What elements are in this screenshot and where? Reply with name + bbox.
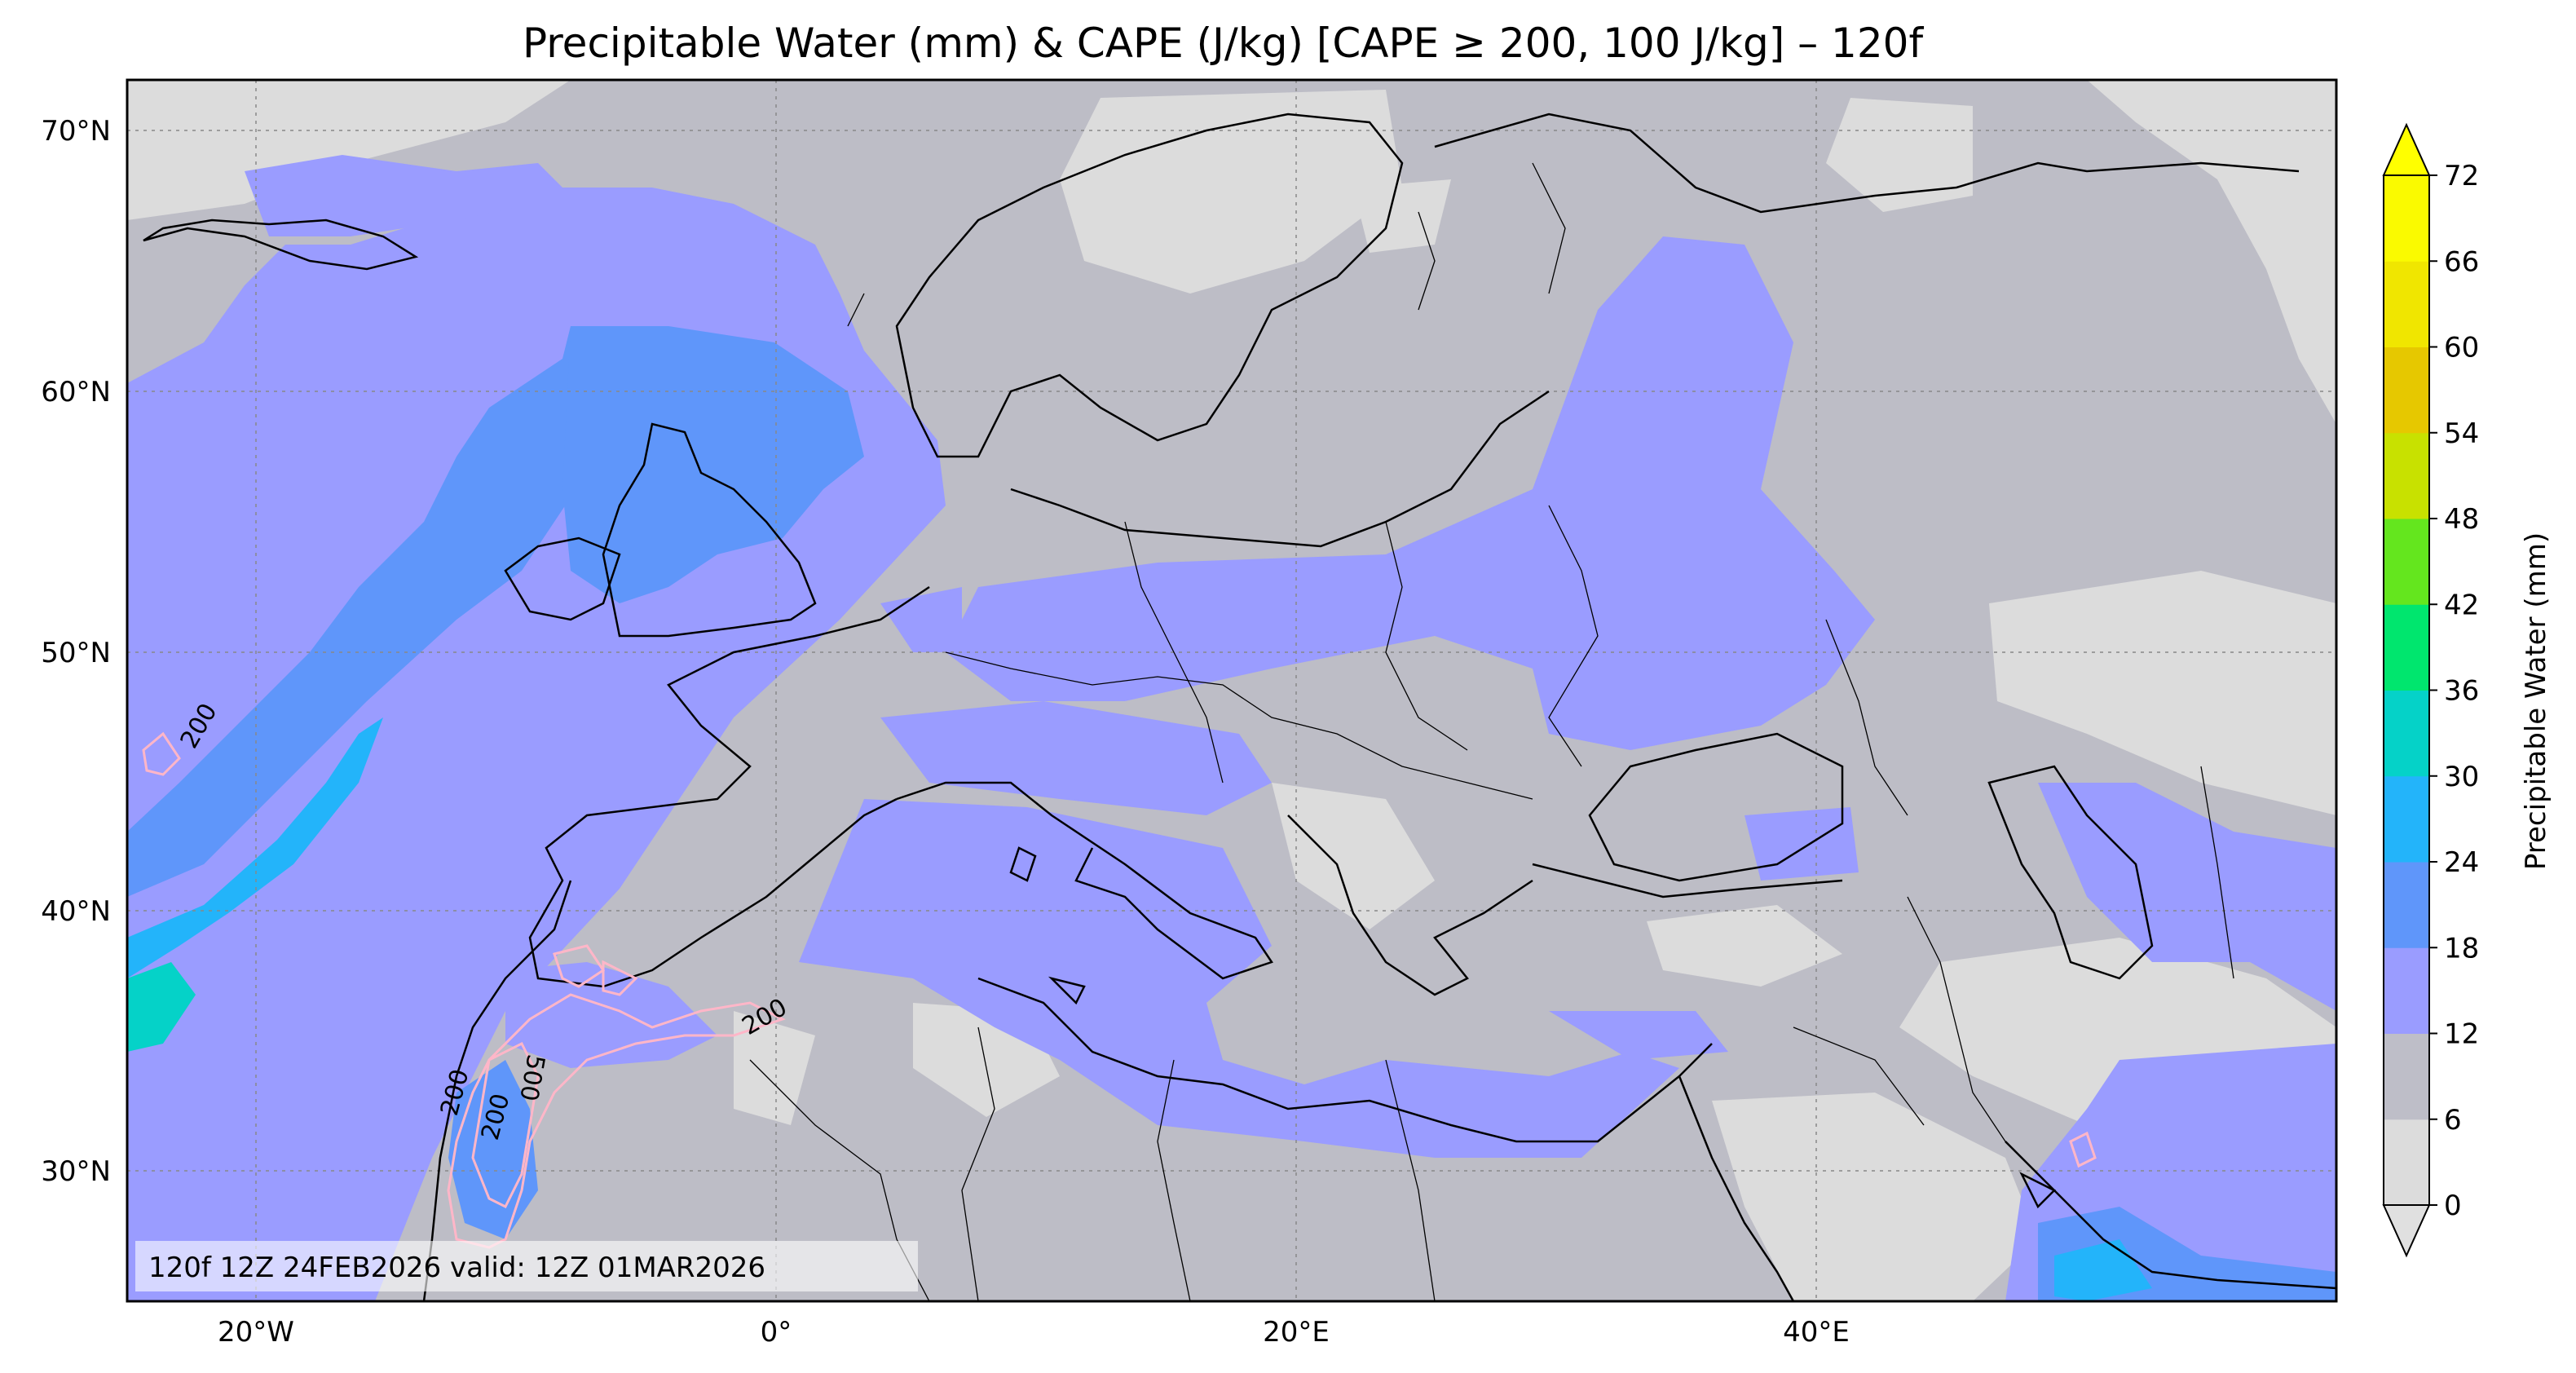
graticule [127, 80, 2336, 1301]
colorbar-extend-min [2382, 1204, 2431, 1258]
colorbar-tick-label: 24 [2444, 846, 2479, 879]
cape-contours [142, 731, 2097, 1249]
colorbar: 0 6 12 18 24 30 36 42 48 54 60 66 72 [2382, 122, 2479, 1258]
colorbar-segment [2384, 432, 2429, 519]
colorbar-segment [2384, 862, 2429, 948]
colorbar-tick-label: 72 [2444, 160, 2479, 192]
colorbar-segment [2384, 690, 2429, 777]
colorbar-tick-label: 6 [2444, 1104, 2462, 1137]
colorbar-tick-label: 30 [2444, 761, 2479, 793]
lat-tick-label: 60°N [41, 376, 111, 408]
colorbar-segment [2384, 347, 2429, 434]
map-title: Precipitable Water (mm) & CAPE (J/kg) [C… [523, 20, 1924, 67]
coastlines [143, 113, 2336, 1301]
lon-tick-label: 0° [761, 1316, 792, 1349]
lon-tick-label: 40°E [1783, 1316, 1850, 1349]
colorbar-tick-label: 12 [2444, 1018, 2479, 1051]
info-box-text: 120f 12Z 24FEB2026 valid: 12Z 01MAR2026 [148, 1252, 765, 1284]
lat-tick-label: 70°N [41, 115, 111, 148]
colorbar-label: Precipitable Water (mm) [2520, 532, 2552, 870]
colorbar-segment [2384, 604, 2429, 691]
colorbar-tick-label: 36 [2444, 675, 2479, 708]
lat-tick-label: 50°N [41, 637, 111, 669]
colorbar-tick-label: 0 [2444, 1190, 2462, 1222]
colorbar-tick-label: 66 [2444, 245, 2479, 278]
colorbar-segment [2384, 1119, 2429, 1206]
colorbar-extend-max [2382, 122, 2431, 176]
map-frame [126, 78, 2338, 1303]
colorbar-tick-label: 48 [2444, 503, 2479, 536]
lon-tick-label: 20°E [1263, 1316, 1330, 1349]
colorbar-segment [2384, 947, 2429, 1034]
lon-tick-label: 20°W [218, 1316, 294, 1349]
country-borders [749, 162, 2234, 1301]
colorbar-segment [2384, 519, 2429, 605]
colorbar-tick-label: 42 [2444, 589, 2479, 621]
lon-tick-labels: 20°W 0° 20°E 40°E [218, 1316, 1850, 1349]
colorbar-segment [2384, 261, 2429, 347]
pw-field-18-24 [127, 326, 2336, 1301]
map-panel: 200 200 200 500 200 120f 12Z 24FEB2026 v… [126, 78, 2338, 1303]
lat-tick-label: 40°N [41, 895, 111, 928]
pw-field-30-36 [127, 962, 196, 1052]
colorbar-segment [2384, 175, 2429, 262]
colorbar-tick-label: 60 [2444, 332, 2479, 364]
colorbar-segment [2384, 775, 2429, 863]
colorbar-tick-label: 54 [2444, 417, 2479, 450]
colorbar-tick-label: 18 [2444, 932, 2479, 965]
colorbar-segment [2384, 1033, 2429, 1120]
info-box [135, 1241, 918, 1291]
lat-tick-labels: 70°N 60°N 50°N 40°N 30°N [41, 115, 111, 1188]
lat-tick-label: 30°N [41, 1155, 111, 1188]
